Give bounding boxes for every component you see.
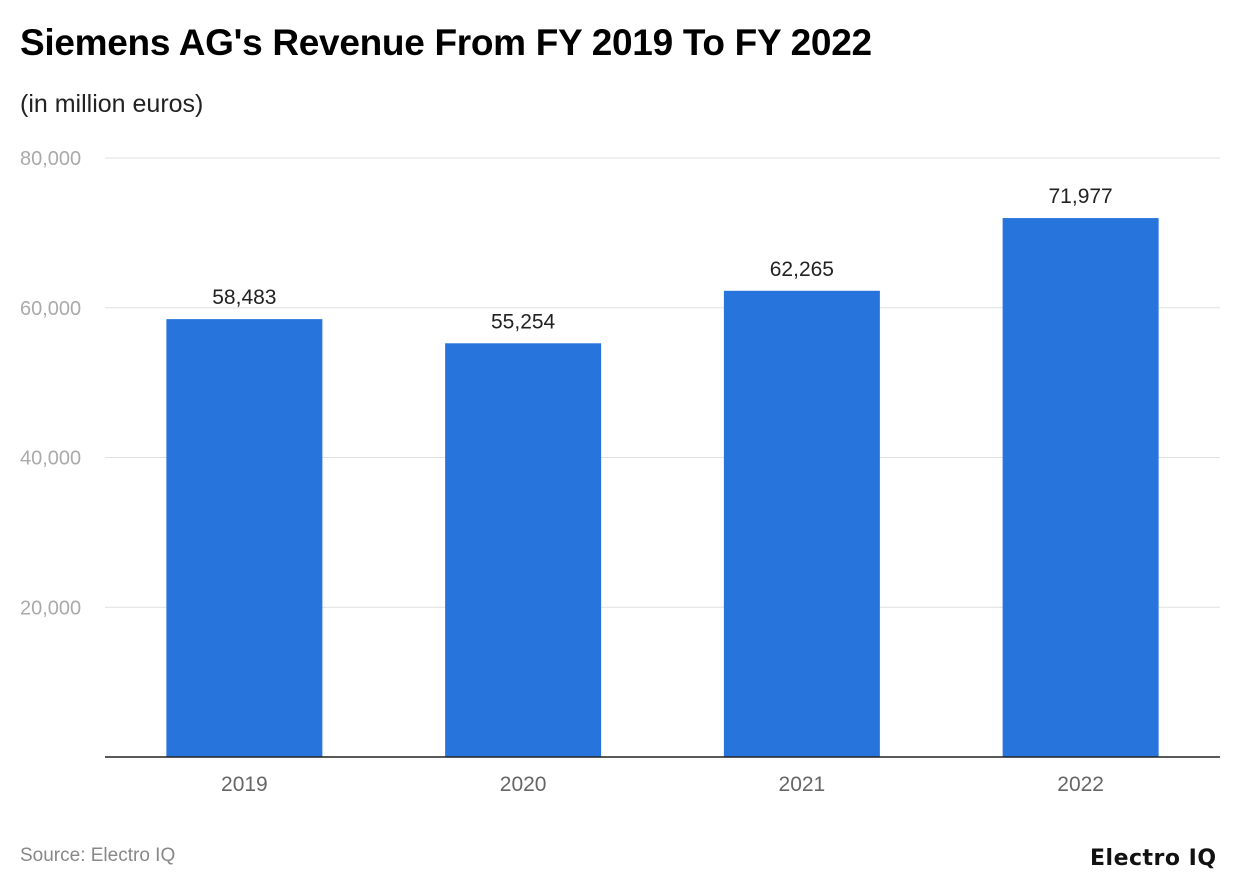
data-label: 62,265 [770, 258, 834, 281]
electro-iq-logo: Electro IQ [1090, 846, 1217, 871]
bar-2021 [723, 290, 880, 757]
bar-2020 [445, 343, 602, 757]
x-tick-label: 2020 [500, 773, 547, 796]
x-tick-label: 2019 [221, 773, 268, 796]
y-tick-label: 40,000 [20, 448, 81, 470]
chart-subtitle: (in million euros) [20, 90, 204, 118]
bar-2019 [166, 319, 323, 757]
data-label: 55,254 [491, 310, 556, 333]
bar-2022 [1002, 218, 1159, 758]
y-tick-label: 20,000 [20, 597, 81, 619]
data-label: 71,977 [1049, 185, 1113, 208]
x-tick-label: 2021 [779, 773, 826, 796]
y-tick-label: 80,000 [20, 148, 81, 170]
x-tick-label: 2022 [1057, 773, 1104, 796]
source-note: Source: Electro IQ [20, 845, 176, 866]
chart-title: Siemens AG's Revenue From FY 2019 To FY … [20, 22, 872, 63]
y-tick-label: 60,000 [20, 298, 81, 320]
data-label: 58,483 [212, 286, 276, 309]
